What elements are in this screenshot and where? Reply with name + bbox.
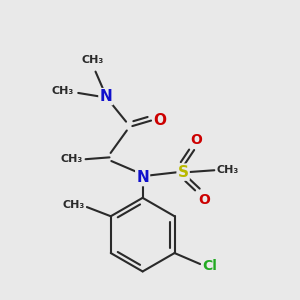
Text: S: S <box>178 165 189 180</box>
Text: O: O <box>190 133 202 147</box>
Text: N: N <box>100 89 112 104</box>
Text: O: O <box>153 113 167 128</box>
Text: O: O <box>199 193 210 207</box>
Text: Cl: Cl <box>202 259 217 273</box>
Text: CH₃: CH₃ <box>63 200 85 210</box>
Text: CH₃: CH₃ <box>61 154 83 164</box>
Text: CH₃: CH₃ <box>52 86 74 96</box>
Text: N: N <box>136 170 149 185</box>
Text: CH₃: CH₃ <box>82 55 104 65</box>
Text: CH₃: CH₃ <box>216 165 238 175</box>
